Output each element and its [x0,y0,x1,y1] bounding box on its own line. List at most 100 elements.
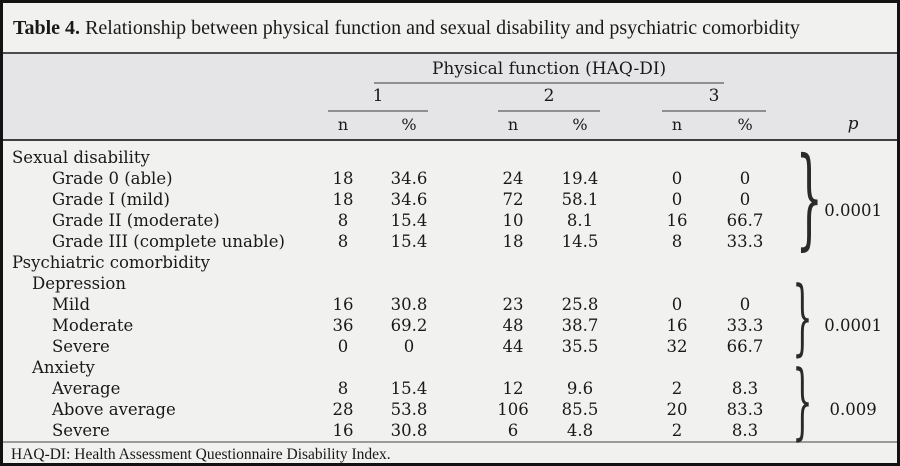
cell-value: 30.8 [390,295,428,314]
cell-value: 19.4 [561,169,599,188]
table-row: Average 8 15.4 12 9.6 2 8.3} 0.009 [3,369,897,433]
cell-value: 0 [403,337,415,356]
table-row: Severe 16 30.8 6 4.8 2 8.3 [3,420,897,441]
column-gap [444,168,482,189]
cell-value: 58.1 [561,190,599,209]
col-pct-2: % [544,112,616,141]
column-gap [444,315,482,336]
header-spacer [782,112,810,141]
cell-value: 69.2 [390,316,428,335]
data-table: Physical function (HAQ-DI) 1 2 3 [3,54,897,441]
row-label: Severe [52,421,110,440]
cell-value: 53.8 [390,400,428,419]
cell-value: 0 [739,295,751,314]
row-label: Anxiety [32,358,95,377]
cell-value: 8 [337,232,349,251]
column-gap [616,336,646,357]
table-row: Psychiatric comorbidity [3,252,897,273]
cell-value: 9.6 [566,379,594,398]
cell-value: 0 [671,169,683,188]
table-row: Grade I (mild) 18 34.6 72 58.1 0 0 [3,189,897,210]
group-title-row: Physical function (HAQ-DI) [3,54,897,84]
cell-value: 0 [671,295,683,314]
row-label: Severe [52,337,110,356]
group-number-row: 1 2 3 [3,84,897,112]
cell-value: 8 [337,379,349,398]
table-number-label: Table 4. [13,17,81,39]
cell-value: 20 [666,400,688,419]
header-spacer [616,84,646,112]
cell-value: 85.5 [561,400,599,419]
cell-value: 23 [502,295,524,314]
table-footnote: HAQ-DI: Health Assessment Questionnaire … [3,441,897,463]
header-spacer [444,84,482,112]
group-3-label: 3 [662,84,767,112]
column-gap [444,231,482,252]
group-title: Physical function (HAQ-DI) [374,54,725,84]
column-gap [616,378,646,399]
column-gap [444,336,482,357]
cell-value: 44 [502,337,524,356]
row-label: Psychiatric comorbidity [12,253,210,272]
column-gap [444,189,482,210]
column-gap [616,399,646,420]
cell-value: 0 [739,169,751,188]
cell-value: 12 [502,379,524,398]
column-gap [444,294,482,315]
cell-value: 106 [497,400,529,419]
cell-value: 48 [502,316,524,335]
table-row: Grade III (complete unable) 8 15.4 18 14.5 8 3… [3,231,897,252]
row-label: Grade III (complete unable) [52,232,285,251]
grouping-brace: } [795,134,823,262]
cell-value: 15.4 [390,232,428,251]
cell-value: 25.8 [561,295,599,314]
column-gap [616,420,646,441]
row-label: Mild [52,295,91,314]
cell-value: 8.1 [566,211,594,230]
cell-value: 16 [666,316,688,335]
col-n-1: n [312,112,374,141]
header-spacer [3,84,312,112]
cell-value: 8.3 [731,379,759,398]
row-label: Grade II (moderate) [52,211,220,230]
group-3-cell: 3 [646,84,783,112]
header-spacer [3,54,312,84]
cell-value: 24 [502,169,524,188]
column-gap [616,315,646,336]
cell-value: 32 [666,337,688,356]
grouping-brace: } [792,352,813,449]
row-label: Grade 0 (able) [52,169,173,188]
table-row: Anxiety [3,357,897,378]
table-title: Table 4. Relationship between physical f… [3,3,897,54]
cell-value: 33.3 [726,232,764,251]
cell-value: 72 [502,190,524,209]
table-row: Above average 28 53.8 106 85.5 20 83.3 [3,399,897,420]
table-header: Physical function (HAQ-DI) 1 2 3 [3,54,897,141]
col-p: p [809,112,897,141]
subcolumn-row: n % n % n % p [3,112,897,141]
cell-value: 18 [332,169,354,188]
cell-value: 0 [739,190,751,209]
table-row: Depression [3,273,897,294]
cell-value: 66.7 [726,337,764,356]
cell-value: 18 [502,232,524,251]
cell-value: 15.4 [390,379,428,398]
column-gap [444,210,482,231]
header-spacer [616,112,646,141]
p-value: 0.009 [829,400,877,419]
group-title-cell: Physical function (HAQ-DI) [312,54,783,84]
col-n-3: n [646,112,708,141]
cell-value: 66.7 [726,211,764,230]
column-gap [616,231,646,252]
cell-value: 36 [332,316,354,335]
header-spacer [444,112,482,141]
cell-value: 6 [507,421,519,440]
row-label: Above average [52,400,176,419]
column-gap [444,378,482,399]
p-value: 0.0001 [824,200,882,220]
col-n-2: n [482,112,544,141]
group-2-cell: 2 [482,84,616,112]
column-gap [616,294,646,315]
cell-value: 8 [671,232,683,251]
row-label: Grade I (mild) [52,190,170,209]
